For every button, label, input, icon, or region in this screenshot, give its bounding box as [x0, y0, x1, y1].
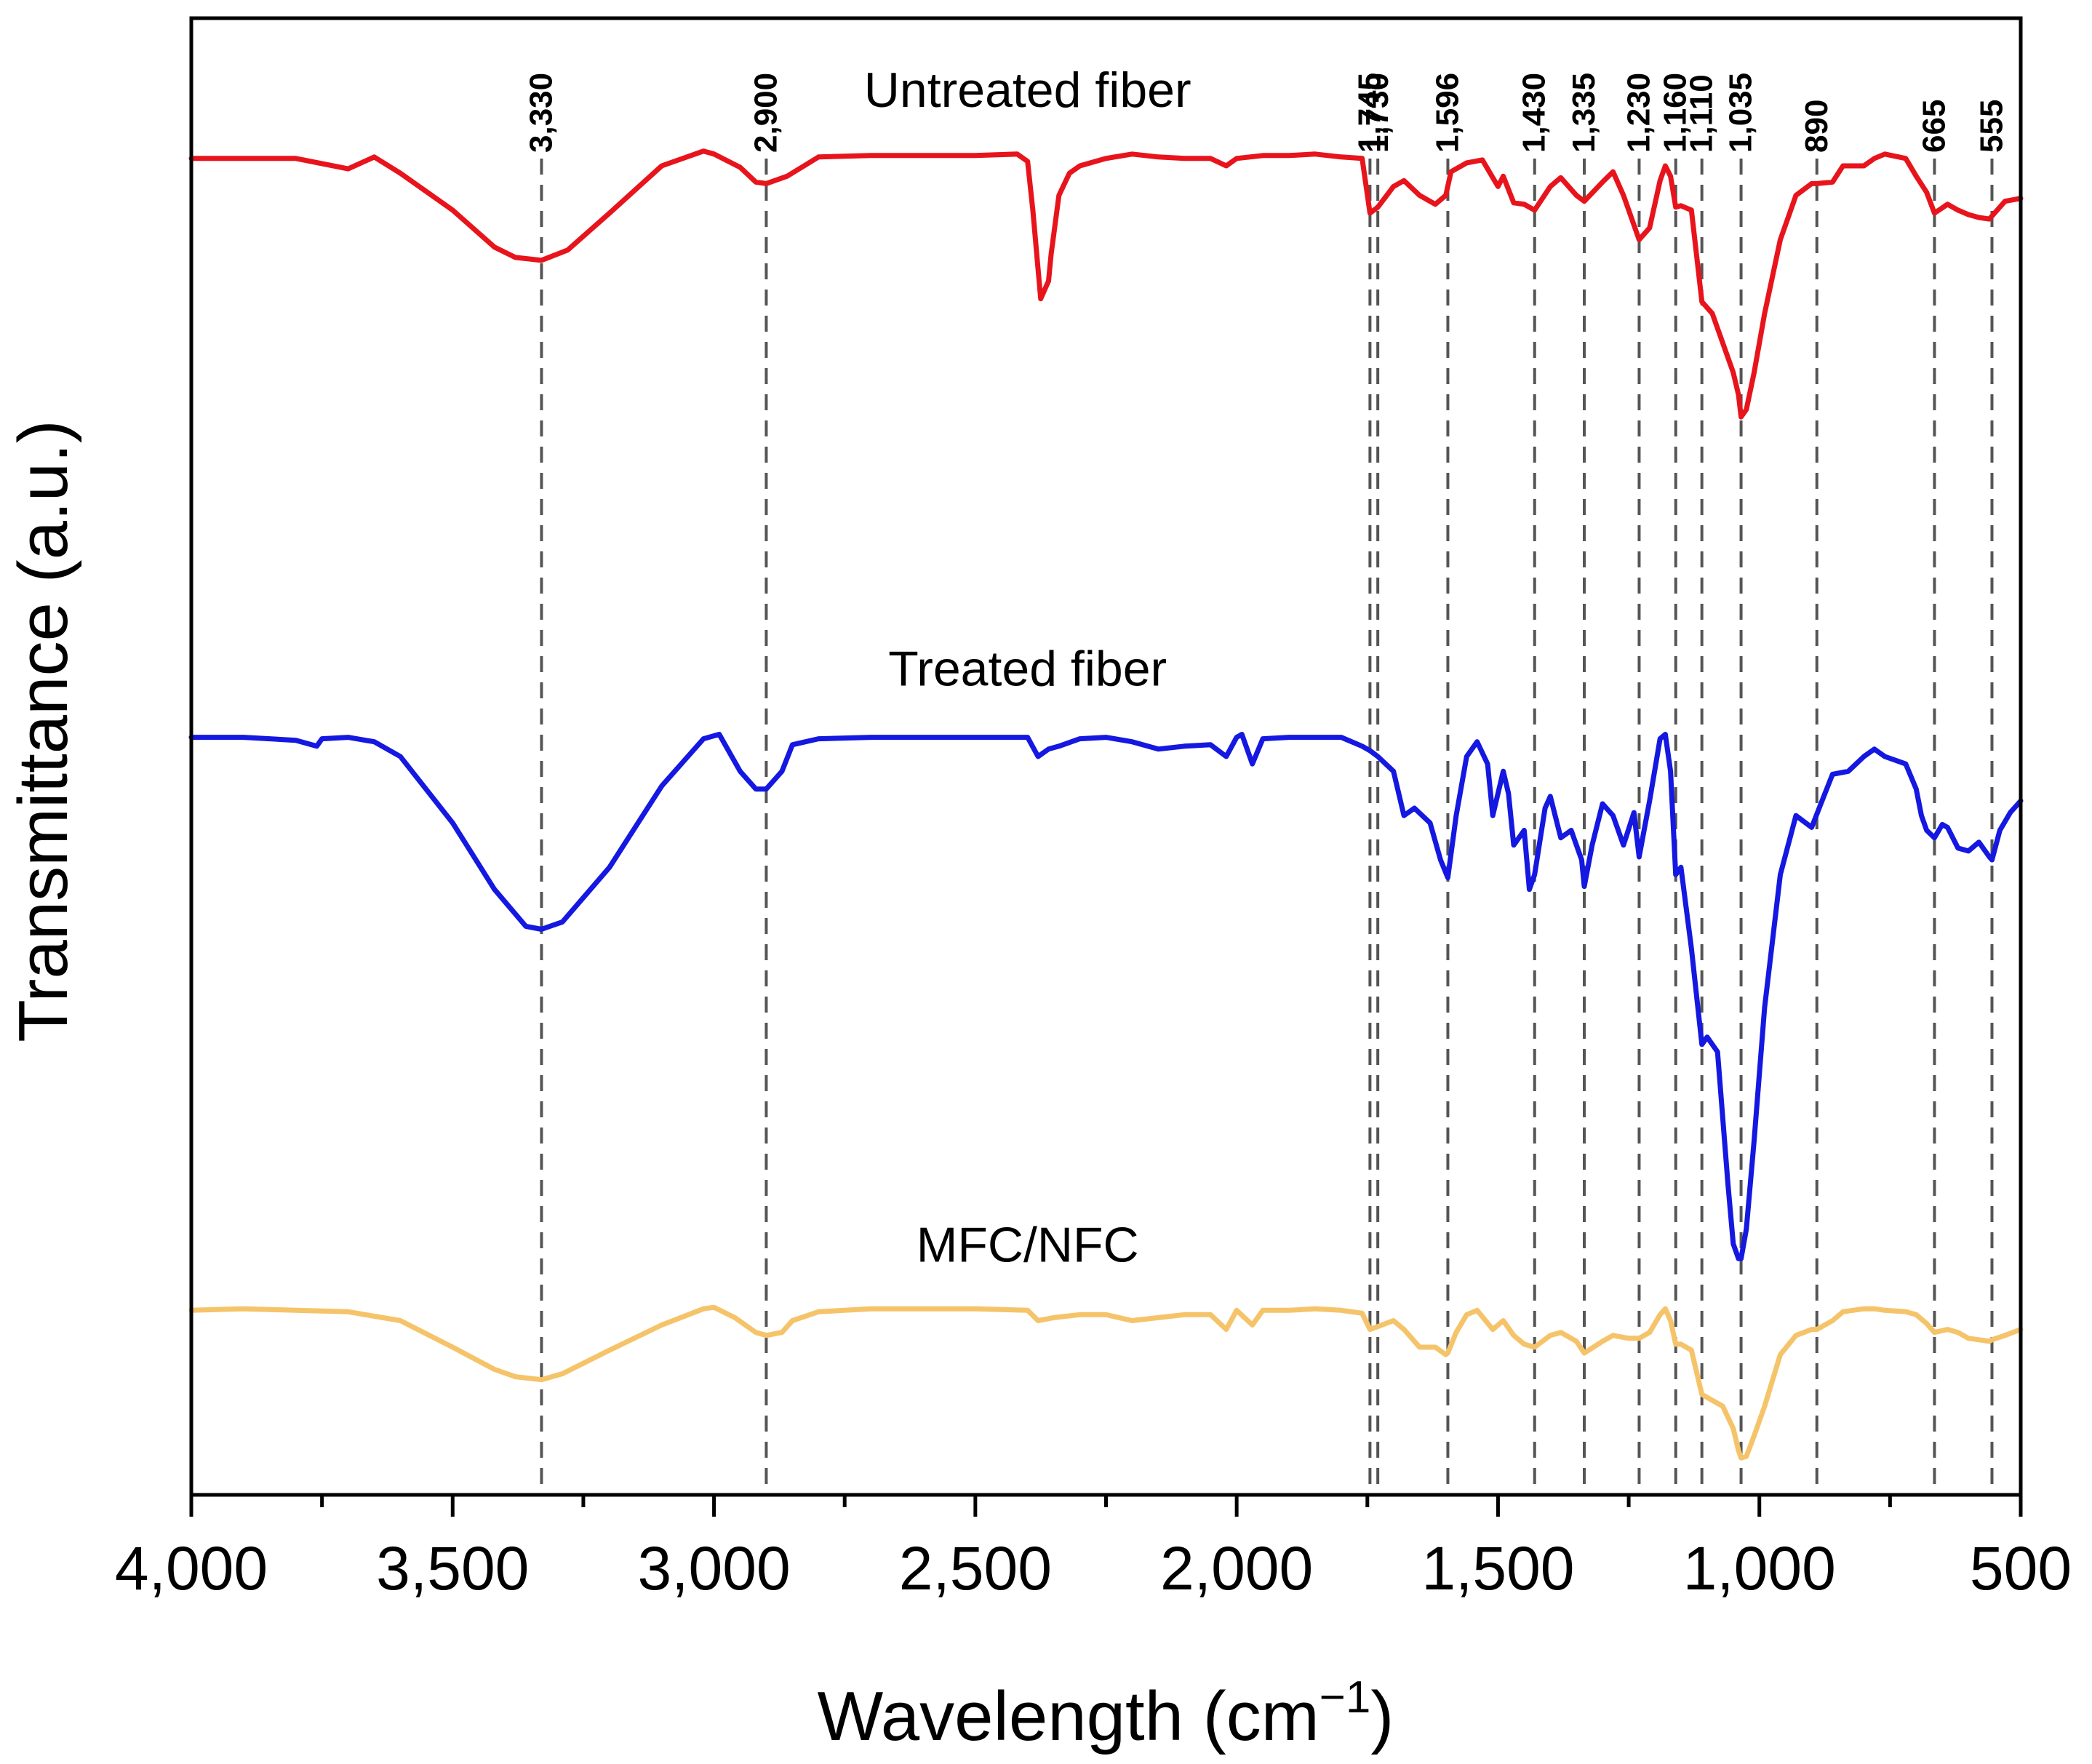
x-tick-label: 3,000 [637, 1534, 790, 1603]
peak-label: 1,035 [1723, 73, 1759, 153]
peak-label: 3,330 [523, 73, 559, 153]
x-tick-label: 500 [1970, 1534, 2072, 1603]
peak-label: 555 [1973, 100, 2009, 153]
x-tick-label: 1,500 [1421, 1534, 1574, 1603]
series-line [188, 1304, 2024, 1461]
x-axis-title-main: Wavelength (cm [818, 1677, 1320, 1755]
peak-label: 1,335 [1566, 73, 1602, 153]
peak-label: 1,596 [1429, 73, 1465, 153]
peak-label: 1,730 [1360, 73, 1395, 153]
x-axis-title-superscript: −1 [1320, 1672, 1371, 1723]
peak-label: 1,160 [1658, 73, 1693, 153]
series-line [188, 732, 2024, 1261]
peak-label: 1,230 [1621, 73, 1656, 153]
x-axis-ticks: 4,000 3,500 3,000 2,500 2,000 1,500 1,000 500 [115, 1495, 2072, 1603]
x-tick-label: 2,000 [1160, 1534, 1313, 1603]
x-axis-title-close: ) [1370, 1677, 1394, 1755]
x-tick-label: 1,000 [1683, 1534, 1836, 1603]
series-annotation: Treated fiber [888, 642, 1167, 697]
series-labels: Untreated fiber Treated fiber MFC/NFC [864, 63, 1191, 1272]
peak-label: 2,900 [748, 73, 783, 153]
series-annotation: MFC/NFC [917, 1217, 1139, 1272]
peak-label: 1,110 [1684, 74, 1720, 153]
peak-label: 1,430 [1517, 73, 1552, 153]
x-tick-label: 3,500 [376, 1534, 529, 1603]
x-tick-label: 4,000 [115, 1534, 268, 1603]
peak-label: 1,745 [1352, 73, 1387, 153]
peak-label: 890 [1799, 100, 1835, 153]
y-axis-title: Transmittance (a.u.) [4, 420, 82, 1042]
x-tick-label: 2,500 [899, 1534, 1052, 1603]
series-lines [188, 148, 2024, 1461]
x-axis-title: Wavelength (cm−1) [818, 1672, 1394, 1755]
series-line [188, 148, 2024, 420]
peak-marker-lines [540, 159, 1994, 1495]
series-annotation: Untreated fiber [864, 63, 1191, 118]
peak-label: 665 [1916, 100, 1952, 153]
